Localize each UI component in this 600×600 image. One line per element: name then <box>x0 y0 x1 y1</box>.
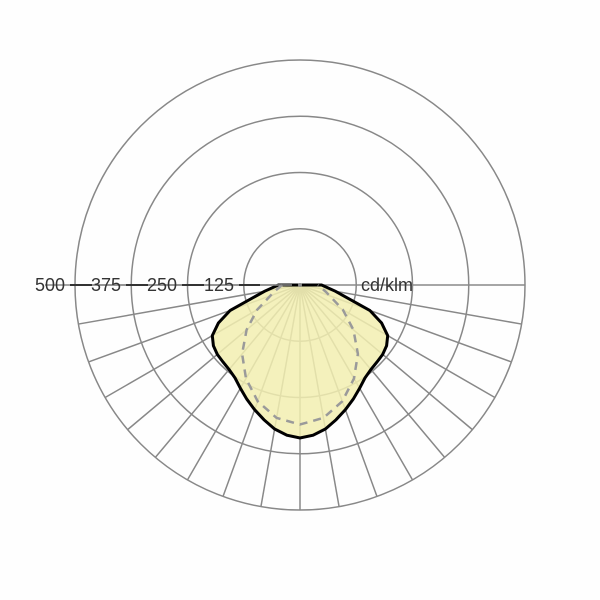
radial-tick-label: 250 <box>147 275 177 295</box>
radial-tick-label: 125 <box>204 275 234 295</box>
polar-chart: 500 375 250 125 cd/klm <box>0 0 600 600</box>
center-point <box>298 283 302 287</box>
radial-tick-label: 500 <box>35 275 65 295</box>
radial-tick-label: 375 <box>91 275 121 295</box>
unit-label: cd/klm <box>361 275 413 295</box>
